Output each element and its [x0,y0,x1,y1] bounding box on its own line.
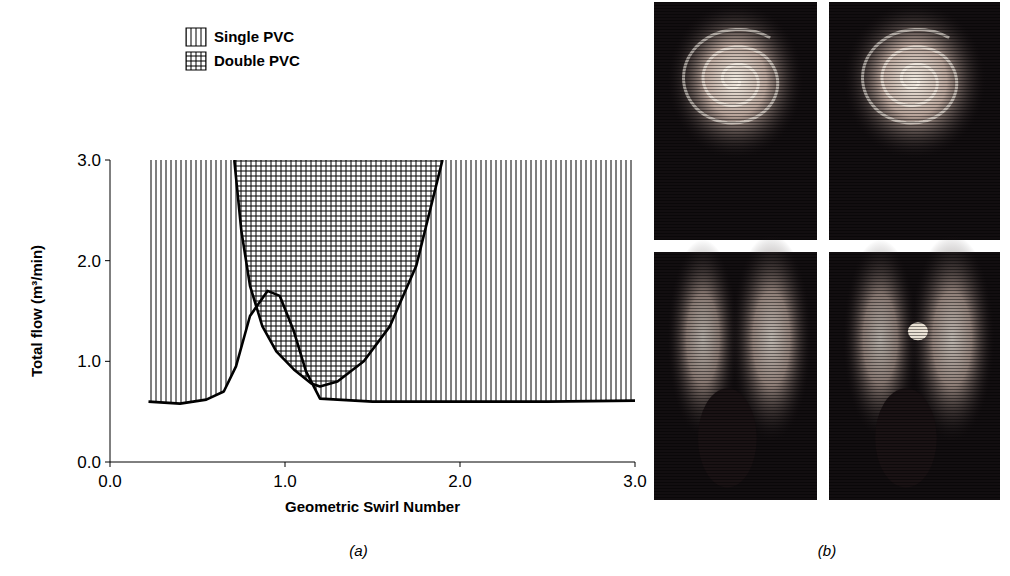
panel-caption: (a) [349,542,367,559]
figure: 0.0 1.0 2.0 3.0 0.0 1.0 2.0 3.0 Geometric Swirl … [0,0,1010,576]
photo [654,2,817,240]
panel-caption: (b) [818,542,836,559]
scan-lines [654,252,817,500]
legend-label: Double PVC [214,52,300,69]
y-tick-label: 1.0 [77,352,101,371]
y-tick-label: 2.0 [77,252,101,271]
area-single [149,160,636,404]
x-tick-label: 0.0 [98,472,122,491]
y-tick [105,160,110,161]
y-tick [105,361,110,362]
x-tick [285,462,286,467]
legend-swatch [186,28,206,46]
x-tick-label: 2.0 [448,472,472,491]
plot-area [149,160,636,404]
x-tick [635,462,636,467]
scan-lines [654,2,817,240]
legend: Single PVC Double PVC [186,28,300,70]
x-tick-label: 3.0 [623,472,647,491]
photo-bg [654,252,817,500]
photo [829,235,1000,500]
x-tick-label: 1.0 [273,472,297,491]
y-axis [110,160,111,462]
photo-bg [829,2,1000,240]
photo-bg [654,2,817,240]
photo-bg [829,252,1000,500]
photo [654,235,817,500]
x-tick [110,462,111,467]
y-axis-title: Total flow (m³/min) [28,245,45,377]
boundary-line [149,291,636,404]
y-tick-label: 3.0 [77,151,101,170]
y-tick-label: 0.0 [77,453,101,472]
x-tick [460,462,461,467]
scan-lines [829,252,1000,500]
area-double [234,160,442,387]
x-axis-title: Geometric Swirl Number [285,498,460,515]
boundary-line [234,160,442,387]
photo [829,2,1000,240]
y-tick [105,462,110,463]
scan-lines [829,2,1000,240]
legend-label: Single PVC [214,28,294,45]
y-tick [105,260,110,261]
x-axis [110,462,635,463]
legend-swatch [186,52,206,70]
